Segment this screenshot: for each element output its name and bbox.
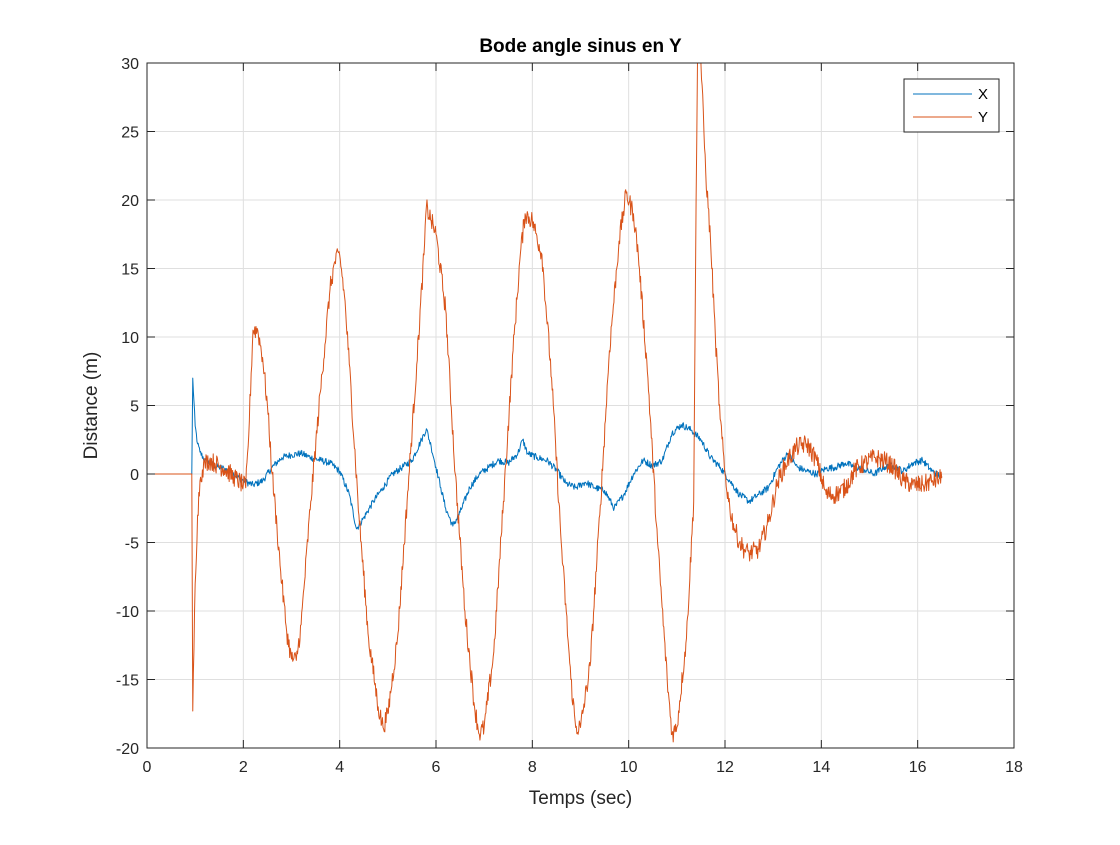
x-tick-label: 16 <box>909 759 927 776</box>
y-tick-label: -15 <box>116 673 139 690</box>
x-tick-label: 10 <box>620 759 638 776</box>
x-tick-label: 14 <box>812 759 830 776</box>
x-tick-label: 4 <box>335 759 344 776</box>
axis-ticks: 0 2 4 6 8 10 12 14 16 18 -20 -15 -10 -5 0 5 10 15 20 25 30 <box>116 56 1023 776</box>
x-tick-label: 0 <box>143 759 152 776</box>
y-tick-label: 20 <box>121 193 139 210</box>
legend: XY <box>903 78 1000 133</box>
y-tick-label: -5 <box>125 536 139 553</box>
x-tick-label: 18 <box>1005 759 1023 776</box>
series-line-y <box>147 63 943 743</box>
y-tick-label: 15 <box>121 262 139 279</box>
x-tick-label: 2 <box>239 759 248 776</box>
y-tick-label: 25 <box>121 125 139 142</box>
legend-items: XY <box>913 86 988 126</box>
x-tick-label: 8 <box>528 759 537 776</box>
y-tick-label: 5 <box>130 399 139 416</box>
x-tick-label: 12 <box>716 759 734 776</box>
y-tick-label: -10 <box>116 604 139 621</box>
plot-series <box>147 63 943 743</box>
series-line-x <box>147 377 943 530</box>
y-tick-label: -20 <box>116 741 139 758</box>
chart-title: Bode angle sinus en Y <box>479 36 682 57</box>
grid-lines <box>146 62 1015 749</box>
legend-label-x: X <box>978 86 988 103</box>
y-tick-label: 30 <box>121 56 139 73</box>
x-tick-label: 6 <box>432 759 441 776</box>
y-tick-label: 10 <box>121 330 139 347</box>
legend-box <box>903 78 1000 133</box>
x-axis-label: Temps (sec) <box>529 788 632 809</box>
y-tick-label: 0 <box>130 467 139 484</box>
legend-label-y: Y <box>978 109 988 126</box>
y-axis-label: Distance (m) <box>81 352 102 460</box>
